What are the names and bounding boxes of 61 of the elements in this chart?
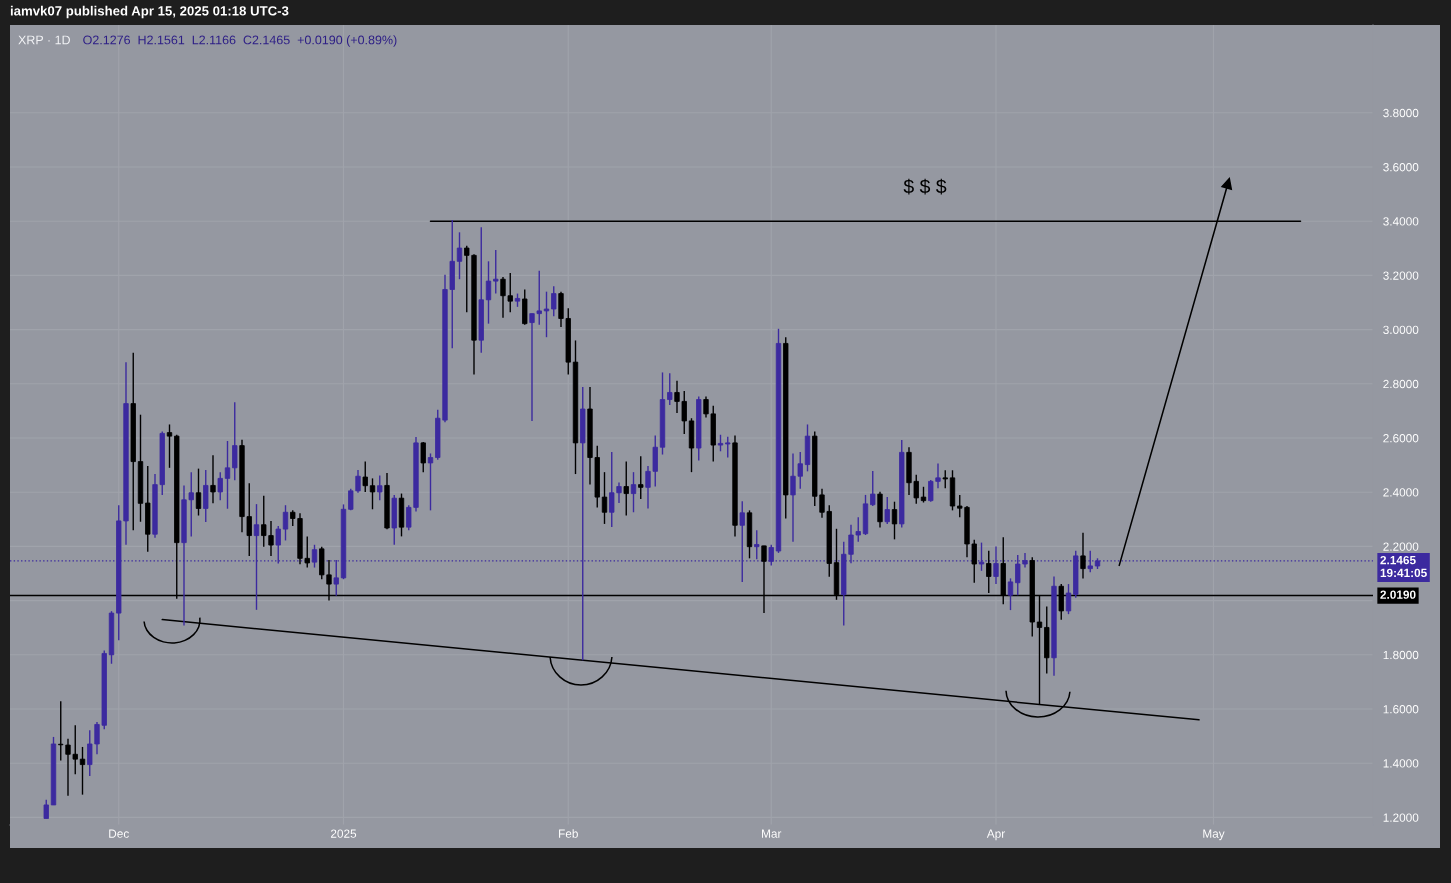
x-tick-label: 2025 xyxy=(330,829,357,838)
y-tick-label: 3.6000 xyxy=(1383,163,1419,172)
candlestick xyxy=(369,477,376,510)
candlestick xyxy=(638,455,644,500)
annotation: O2.1276 H2.1561 L2.1166 C2.1465 +0.0190 (+0.89%) xyxy=(83,35,397,47)
candlestick xyxy=(1080,532,1086,580)
candlestick xyxy=(986,550,992,594)
y-tick-label: 3.0000 xyxy=(1383,325,1419,334)
y-tick-label: 1.6000 xyxy=(1383,705,1419,714)
candlestick xyxy=(377,474,383,502)
candlestick xyxy=(754,529,760,560)
x-tick-label: Apr xyxy=(986,829,1005,841)
candlestick xyxy=(456,231,463,280)
candlestick xyxy=(551,285,557,318)
candlestick xyxy=(1065,583,1072,615)
x-tick-label: May xyxy=(1203,829,1225,841)
candlestick xyxy=(667,372,673,406)
candlestick xyxy=(43,799,49,820)
candlestick xyxy=(493,249,499,295)
candlestick xyxy=(630,471,637,513)
y-tick-label: 2.8000 xyxy=(1383,379,1419,389)
candlestick xyxy=(217,471,223,502)
candlestick xyxy=(485,260,492,325)
candlestick xyxy=(427,452,434,512)
candlestick xyxy=(884,496,890,525)
y-tick-label: 1.2000 xyxy=(1383,813,1419,822)
candlestick xyxy=(210,454,216,505)
candlestick xyxy=(203,469,209,523)
candlestick xyxy=(166,423,173,469)
candlestick xyxy=(282,504,289,542)
x-tick-label: Dec xyxy=(109,829,129,838)
candlestick xyxy=(543,290,550,338)
candlestick xyxy=(79,746,86,796)
candlestick xyxy=(224,440,231,510)
candlestick xyxy=(232,401,238,481)
y-tick-label: 3.4000 xyxy=(1383,217,1419,226)
candlestick xyxy=(768,544,774,567)
y-tick-label: 3.8000 xyxy=(1383,108,1419,118)
candlestick xyxy=(195,467,202,517)
x-tick-label: Mar xyxy=(762,829,782,838)
y-tick-label: 2.4000 xyxy=(1383,488,1419,497)
text: iamvk07 published Apr 15, 2025 01:18 UTC-3 xyxy=(10,5,289,19)
y-tick-label: 2.6000 xyxy=(1383,434,1419,443)
y-tick-label: 1.8000 xyxy=(1383,650,1419,660)
y-tick-label: 2.2000 xyxy=(1383,542,1419,551)
x-tick-label: Feb xyxy=(559,829,578,838)
candlestick xyxy=(311,544,318,569)
ref-line-label: 2.0190 xyxy=(1380,590,1416,599)
y-tick-label: 3.2000 xyxy=(1383,271,1419,280)
candlestick xyxy=(362,460,368,493)
candlestick xyxy=(891,500,898,541)
candlestick xyxy=(870,470,876,507)
annotation: $ $ $ xyxy=(903,178,947,195)
text: XRP · 1D xyxy=(18,35,70,45)
candlestick xyxy=(623,460,629,517)
candlestick xyxy=(725,435,731,459)
y-tick-label: 1.4000 xyxy=(1383,759,1419,768)
ref-line-label: 2.1465 19:41:05 xyxy=(1380,555,1427,578)
candlestick xyxy=(1007,577,1014,611)
candlestick xyxy=(601,471,608,525)
candlestick xyxy=(420,441,426,473)
